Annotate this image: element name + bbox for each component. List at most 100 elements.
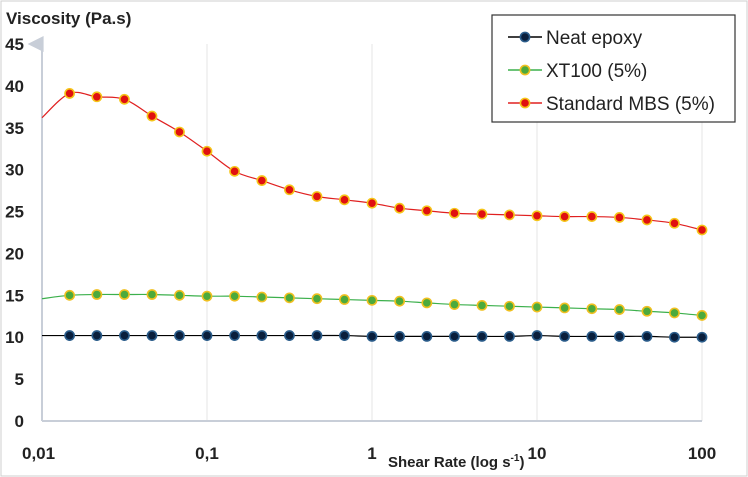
point-0-15 [449,330,460,342]
y-tick-35: 35 [5,119,24,138]
point-2-18 [531,210,543,222]
point-1-1 [64,289,76,301]
point-0-12 [366,330,378,342]
point-1-10 [311,293,323,305]
x-tick-1: 0,1 [195,444,219,463]
x-axis-label-main: Shear Rate (log s [388,454,511,471]
x-axis-label-sup: -1 [511,453,520,464]
point-0-3 [119,330,130,341]
legend-items: Neat epoxy XT100 (5%) Standard MBS (5%) [508,28,715,115]
series-group [41,88,708,343]
point-1-24 [696,310,708,321]
point-2-8 [256,175,268,186]
point-2-11 [339,194,350,206]
point-1-16 [476,299,488,311]
series-1 [41,289,708,321]
legend-marker-1 [519,64,531,76]
point-0-7 [229,330,241,341]
point-1-11 [339,294,350,305]
point-1-22 [641,305,653,317]
point-1-8 [256,291,268,303]
y-tick-0: 0 [15,412,24,431]
point-0-19 [559,330,571,342]
y-axis-label: Viscosity (Pa.s) [6,9,131,28]
point-2-6 [201,145,213,157]
point-2-19 [559,211,571,222]
point-0-16 [476,330,488,342]
legend-marker-0 [519,31,531,43]
series-2 [41,88,708,236]
legend-marker-2 [519,97,531,109]
point-0-11 [339,330,350,341]
y-tick-20: 20 [5,244,24,263]
point-0-21 [614,330,625,342]
point-1-6 [201,290,213,302]
point-2-10 [311,191,323,202]
x-tick-labels: 0,01 0,1 1 10 100 [22,444,716,463]
point-1-2 [91,289,103,300]
x-tick-4: 100 [688,444,716,463]
point-0-6 [201,330,213,341]
point-2-14 [421,205,433,217]
point-2-24 [696,224,708,236]
point-2-3 [119,93,130,105]
point-1-21 [614,304,625,315]
point-1-14 [421,297,433,309]
point-0-8 [256,330,268,341]
point-0-2 [91,330,103,341]
point-2-1 [64,88,76,99]
point-2-17 [504,209,515,221]
point-1-13 [394,295,406,307]
y-tick-30: 30 [5,161,24,180]
y-tick-25: 25 [5,203,24,222]
x-axis-label-close: ) [519,454,524,471]
point-0-17 [504,330,515,342]
point-1-15 [449,299,460,310]
point-0-20 [586,330,598,342]
point-0-5 [174,330,185,341]
point-1-5 [174,289,185,301]
point-2-21 [614,212,625,223]
point-0-14 [421,330,433,342]
point-1-4 [146,289,158,300]
point-1-7 [229,290,241,302]
y-tick-45: 45 [5,35,24,54]
point-0-22 [641,330,653,342]
x-tick-0: 0,01 [22,444,55,463]
point-0-24 [696,331,708,343]
legend-label-0: Neat epoxy [546,28,643,49]
point-1-23 [669,307,680,319]
point-1-9 [284,292,295,304]
point-2-12 [366,197,378,209]
x-axis-label: Shear Rate (log s-1) [388,453,524,471]
point-0-9 [284,330,295,341]
legend-box [491,14,736,123]
point-0-4 [146,330,158,341]
point-2-15 [449,207,460,219]
point-2-2 [91,91,103,103]
point-2-9 [284,184,295,196]
point-1-18 [531,301,543,313]
series-0 [42,330,708,343]
point-2-20 [586,211,598,222]
point-2-5 [174,126,185,138]
point-1-3 [119,289,130,300]
y-tick-labels: 0 5 10 15 20 25 30 35 40 45 [5,35,24,431]
x-tick-2: 1 [367,444,376,463]
point-1-12 [366,294,378,306]
point-1-17 [504,300,515,312]
legend-label-1: XT100 (5%) [546,61,647,82]
point-0-23 [669,331,680,343]
point-2-7 [229,165,241,177]
legend: Neat epoxy XT100 (5%) Standard MBS (5%) [491,14,736,123]
x-tick-3: 10 [528,444,547,463]
y-tick-40: 40 [5,77,24,96]
point-1-20 [586,303,598,315]
point-2-22 [641,214,653,226]
point-1-19 [559,302,571,314]
point-0-13 [394,330,406,342]
point-2-23 [669,217,680,229]
y-tick-10: 10 [5,328,24,347]
point-0-10 [311,330,323,341]
y-tick-5: 5 [15,370,24,389]
